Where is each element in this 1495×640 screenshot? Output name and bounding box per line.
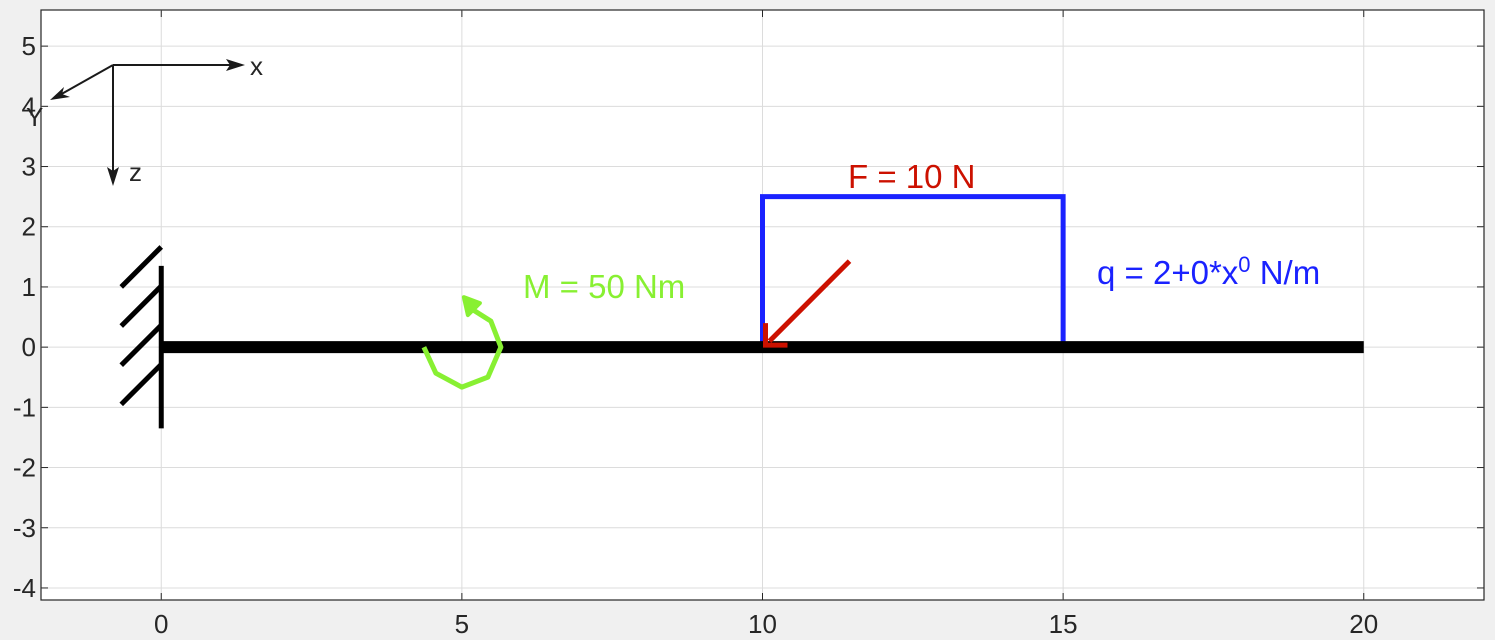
y-tick-label: 2 <box>22 212 36 242</box>
support-hatch <box>119 284 164 328</box>
support-hatch <box>119 245 164 289</box>
distributed-load-label-exponent: 0 <box>1238 252 1250 277</box>
moment-label: M = 50 Nm <box>523 268 685 305</box>
x-tick-label: 5 <box>455 609 469 639</box>
y-tick-label: 1 <box>22 272 36 302</box>
triad-z-label: z <box>129 157 142 187</box>
x-tick-label: 15 <box>1049 609 1078 639</box>
distributed-load-label-prefix: q = 2+0*x <box>1097 254 1239 291</box>
fixed-support <box>119 245 164 429</box>
triad-y-arrowhead <box>50 87 70 100</box>
force-label: F = 10 N <box>848 158 975 195</box>
x-tick-label: 0 <box>154 609 168 639</box>
triad-x-label: x <box>250 51 263 81</box>
y-tick-label: -2 <box>13 453 36 483</box>
y-tick-label: -1 <box>13 392 36 422</box>
coordinate-triad <box>50 59 245 186</box>
triad-x-arrowhead <box>226 59 245 71</box>
y-tick-label: 5 <box>22 31 36 61</box>
x-tick-label: 20 <box>1349 609 1378 639</box>
force-arrow <box>767 259 852 343</box>
y-tick-label: 3 <box>22 152 36 182</box>
force-arrowhead <box>763 323 788 348</box>
distributed-load-label: q = 2+0*x0 N/m <box>1097 252 1320 291</box>
triad-z-arrowhead <box>107 167 119 186</box>
support-hatch <box>119 323 164 367</box>
distributed-load-label-suffix: N/m <box>1251 254 1321 291</box>
y-tick-label: -4 <box>13 573 36 603</box>
triad-y-axis <box>57 64 114 97</box>
y-tick-label: 0 <box>22 332 36 362</box>
moment-arrow <box>421 307 504 390</box>
x-tick-label: 10 <box>748 609 777 639</box>
y-tick-label: -3 <box>13 513 36 543</box>
distributed-load <box>760 194 1066 348</box>
support-hatch <box>119 362 164 407</box>
tick-labels: 0 5 10 15 20 -4 -3 -2 -1 0 1 2 3 4 5 <box>13 31 1378 639</box>
moment-arrowhead <box>461 295 482 318</box>
triad-y-label: Y <box>26 102 43 132</box>
y-tick-label: 4 <box>22 91 36 121</box>
